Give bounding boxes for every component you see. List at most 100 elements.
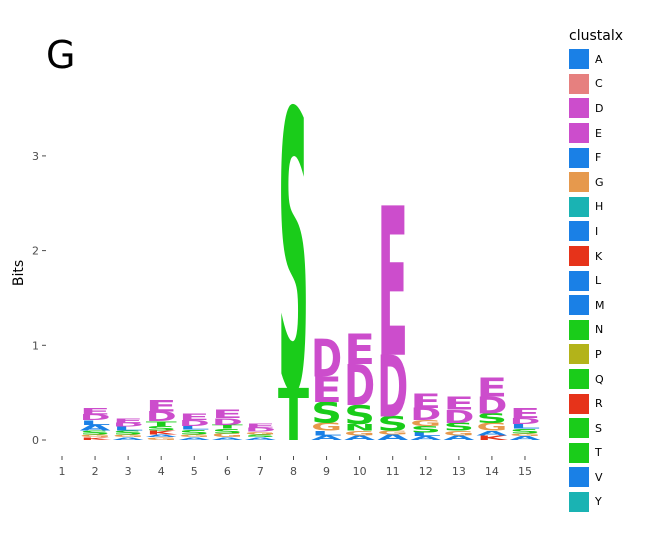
logo-stack-position-8: TS (278, 34, 309, 479)
legend-swatch (569, 196, 589, 217)
legend-item-H: H (569, 195, 623, 220)
logo-letter-E: E (476, 373, 507, 403)
x-tick-label: 3 (125, 465, 132, 478)
y-tick-label: 2 (32, 245, 39, 258)
legend-item-P: P (569, 342, 623, 367)
x-tick-label: 12 (419, 465, 433, 478)
logo-letter-A: A (146, 434, 177, 439)
legend-item-E: E (569, 121, 623, 146)
logo-letter-A: A (509, 435, 540, 441)
logo-letter-G: G (311, 421, 342, 433)
logo-letter-A: A (311, 434, 343, 442)
x-tick-label: 5 (191, 465, 198, 478)
legend-swatch (569, 98, 589, 119)
logo-letter-S: S (245, 434, 276, 438)
legend-item-Y: Y (569, 490, 623, 515)
legend-label: M (595, 298, 605, 312)
legend-swatch (569, 369, 589, 390)
logo-letter-G: G (212, 433, 243, 439)
logo-letter-T: T (146, 420, 177, 428)
y-axis-label: Bits (11, 260, 27, 286)
x-tick-label: 11 (386, 465, 400, 478)
logo-letter-D: D (476, 392, 507, 419)
legend-item-G: G (569, 170, 623, 195)
logo-letter-G: G (509, 433, 540, 437)
legend-label: K (595, 249, 603, 263)
logo-letter-D: D (80, 413, 111, 422)
logo-letter-D: D (146, 409, 177, 424)
logo-letter-S: S (443, 421, 474, 433)
legend-item-K: K (569, 244, 623, 269)
logo-letter-S: S (113, 430, 144, 436)
legend-label: T (595, 446, 602, 460)
legend-item-M: M (569, 293, 623, 318)
legend-label: A (595, 52, 603, 66)
logo-letter-E: E (146, 397, 177, 415)
y-tick-label: 0 (32, 434, 39, 447)
logo-letter-L: L (179, 425, 210, 431)
legend-swatch (569, 442, 589, 463)
x-tick-label: 8 (290, 465, 297, 478)
legend-item-S: S (569, 416, 623, 441)
legend-label: V (595, 470, 603, 484)
logo-letter-D: D (311, 328, 342, 389)
legend-swatch (569, 49, 589, 70)
legend-swatch (569, 172, 589, 193)
x-tick-label: 15 (518, 465, 532, 478)
logo-letter-S: S (311, 396, 342, 430)
legend-label: S (595, 421, 602, 435)
legend-swatch (569, 393, 589, 414)
x-tick-label: 13 (452, 465, 466, 478)
legend-label: F (595, 151, 602, 165)
legend-swatch (569, 319, 589, 340)
panel-label: G (46, 33, 76, 77)
logo-letter-D: D (113, 422, 144, 428)
logo-letter-K: K (146, 430, 177, 436)
logo-letter-A: A (245, 436, 276, 441)
logo-letter-E: E (377, 166, 408, 405)
logo-letter-K: K (80, 437, 111, 441)
legend-label: Y (595, 495, 602, 509)
y-axis: 0 1 2 3 (32, 150, 46, 447)
legend-label: L (595, 274, 602, 288)
legend-item-A: A (569, 47, 623, 72)
legend-label: C (595, 77, 603, 91)
logo-letter-A: A (179, 436, 210, 441)
legend-item-V: V (569, 465, 623, 490)
logo-letter-D: D (344, 354, 375, 419)
legend-swatch (569, 221, 589, 242)
y-tick-label: 1 (32, 339, 39, 352)
logo-letter-A: A (443, 434, 475, 442)
logo-letter-E: E (179, 412, 210, 423)
legend-label: E (595, 126, 602, 140)
legend-swatch (569, 418, 589, 439)
x-tick-label: 6 (224, 465, 231, 478)
logo-letter-N: N (344, 422, 375, 432)
legend-title: clustalx (569, 28, 623, 44)
logo-letter-D: D (410, 404, 441, 424)
logo-letter-E: E (344, 327, 375, 375)
logo-letter-L: L (509, 423, 540, 430)
logo-letter-G: G (410, 419, 441, 428)
logo-letter-K: K (477, 434, 509, 441)
logo-letter-D: D (443, 406, 474, 427)
legend-item-F: F (569, 145, 623, 170)
legend-swatch (569, 147, 589, 168)
legend-label: I (595, 224, 599, 238)
x-tick-label: 4 (158, 465, 165, 478)
legend-swatch (569, 467, 589, 488)
x-tick-label: 10 (353, 465, 367, 478)
logo-letter-A: A (344, 434, 376, 442)
legend-item-D: D (569, 96, 623, 121)
legend-label: Q (595, 372, 604, 386)
legend-item-N: N (569, 318, 623, 343)
x-tick-label: 7 (257, 465, 264, 478)
